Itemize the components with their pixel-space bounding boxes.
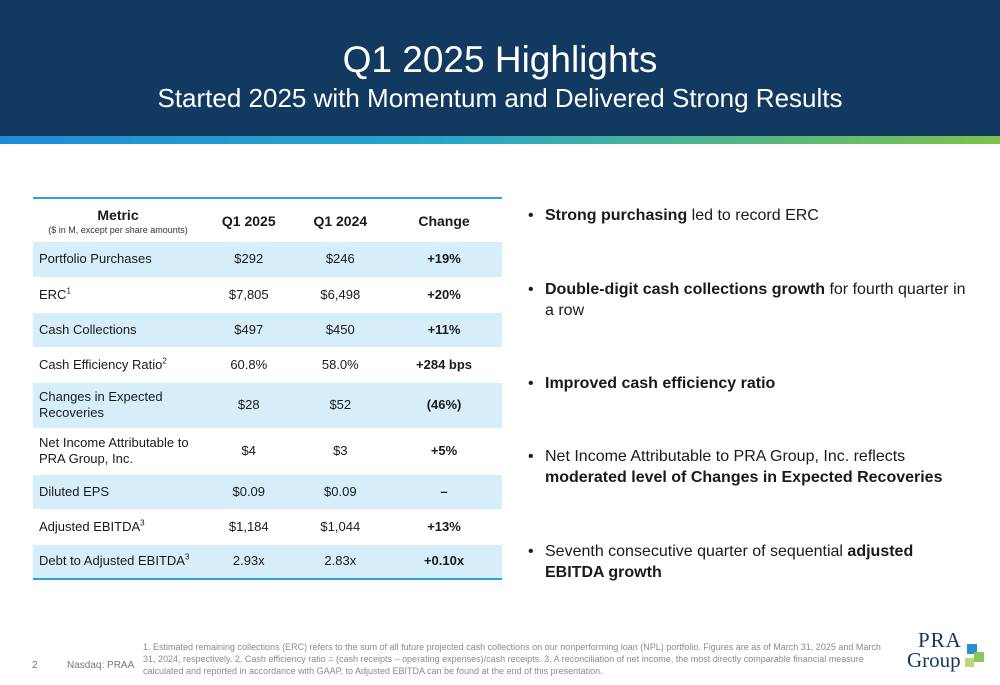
row-q1-2025: $28 [203, 382, 295, 429]
row-q1-2025: 60.8% [203, 347, 295, 383]
table-row: Cash Collections $497 $450 +11% [33, 312, 502, 348]
highlights-table: Metric ($ in M, except per share amounts… [33, 197, 502, 580]
bullet-bold: Improved cash efficiency ratio [545, 375, 776, 392]
bullet-text: led to record ERC [687, 207, 819, 224]
bullet-item: • Strong purchasing led to record ERC [528, 205, 973, 226]
table-row: Changes in Expected Recoveries $28 $52 (… [33, 382, 502, 429]
table-row: Portfolio Purchases $292 $246 +19% [33, 242, 502, 278]
row-metric: Changes in Expected Recoveries [33, 382, 203, 429]
logo-square-icon [974, 652, 984, 662]
row-change: +20% [386, 277, 502, 313]
nasdaq-ticker: Nasdaq: PRAA [67, 660, 135, 671]
row-q1-2024: $0.09 [294, 474, 387, 510]
metric-label: Adjusted EBITDA [39, 518, 141, 534]
row-change: +5% [386, 428, 502, 475]
bullet-item: • Double-digit cash collections growth f… [528, 279, 973, 321]
row-change: (46%) [386, 382, 502, 429]
table-row: Cash Efficiency Ratio2 60.8% 58.0% +284 … [33, 347, 502, 383]
row-q1-2024: $246 [294, 242, 387, 278]
row-metric: Cash Collections [33, 312, 203, 348]
footnote-marker: 3 [140, 518, 145, 528]
metric-label: Changes in Expected Recoveries [39, 389, 163, 420]
table-row: Debt to Adjusted EBITDA3 2.93x 2.83x +0.… [33, 544, 502, 580]
row-q1-2024: $450 [294, 312, 387, 348]
row-metric: Diluted EPS [33, 474, 203, 510]
metric-label: ERC [39, 286, 67, 302]
logo-text-group: Group [907, 648, 961, 672]
row-q1-2025: $4 [203, 428, 295, 475]
header-metric: Metric ($ in M, except per share amounts… [33, 197, 203, 242]
logo-square-icon [965, 658, 974, 667]
row-q1-2024: $52 [294, 382, 387, 429]
footnote-marker: 3 [184, 552, 190, 562]
row-change: +11% [386, 312, 502, 348]
metric-label: Portfolio Purchases [39, 251, 152, 267]
metric-label: Cash Collections [39, 321, 137, 337]
header-change: Change [386, 197, 502, 242]
row-q1-2025: $292 [203, 242, 295, 278]
footnote-text: 1. Estimated remaining collections (ERC)… [143, 642, 881, 676]
footnote-marker: 1 [66, 286, 71, 296]
bullet-dot-icon: • [528, 448, 534, 465]
bullet-bold: adjusted EBITDA growth [545, 543, 914, 581]
row-metric: ERC1 [33, 277, 203, 313]
row-change: +13% [386, 509, 502, 545]
metric-label: Cash Efficiency Ratio [39, 356, 163, 372]
row-q1-2024: 58.0% [294, 347, 387, 383]
row-q1-2025: 2.93x [203, 544, 295, 580]
table-row: ERC1 $7,805 $6,498 +20% [33, 277, 502, 313]
bullet-dot-icon: • [528, 375, 534, 392]
row-q1-2025: $497 [203, 312, 295, 348]
table-header-row: Metric ($ in M, except per share amounts… [33, 197, 502, 242]
row-metric: Cash Efficiency Ratio2 [33, 347, 203, 383]
row-metric: Portfolio Purchases [33, 242, 203, 278]
pra-group-logo: PRA Group [904, 628, 988, 674]
row-metric: Debt to Adjusted EBITDA3 [33, 544, 203, 580]
row-q1-2025: $1,184 [203, 509, 295, 545]
page-number: 2 [32, 660, 38, 671]
footnote-marker: 2 [162, 356, 167, 366]
table-row: Adjusted EBITDA3 $1,184 $1,044 +13% [33, 509, 502, 545]
table-row: Net Income Attributable to PRA Group, In… [33, 428, 502, 475]
row-metric: Net Income Attributable to PRA Group, In… [33, 428, 203, 475]
row-q1-2025: $7,805 [203, 277, 295, 313]
bullet-item: • Seventh consecutive quarter of sequent… [528, 541, 973, 583]
bullet-text: Net Income Attributable to PRA Group, In… [545, 448, 906, 465]
bullet-dot-icon: • [528, 281, 534, 298]
metric-label: Net Income Attributable to PRA Group, In… [39, 435, 189, 466]
row-q1-2024: $1,044 [294, 509, 387, 545]
bullet-dot-icon: • [528, 543, 534, 560]
accent-gradient-bar [0, 136, 1000, 144]
row-q1-2024: $6,498 [294, 277, 387, 313]
row-q1-2024: $3 [294, 428, 387, 475]
logo-text-pra: PRA [918, 628, 962, 652]
header-metric-subtitle: ($ in M, except per share amounts) [48, 224, 188, 235]
bullet-item: • Net Income Attributable to PRA Group, … [528, 446, 973, 488]
bullet-text: Seventh consecutive quarter of sequentia… [545, 543, 848, 560]
metric-label: Debt to Adjusted EBITDA [39, 553, 185, 569]
header-q1-2024: Q1 2024 [294, 197, 387, 242]
bullet-item: • Improved cash efficiency ratio [528, 373, 973, 394]
row-change: +0.10x [386, 544, 502, 580]
table-row: Diluted EPS $0.09 $0.09 – [33, 474, 502, 510]
bullet-bold: moderated level of Changes in Expected R… [545, 469, 943, 486]
slide-title: Q1 2025 Highlights [342, 39, 658, 80]
row-q1-2025: $0.09 [203, 474, 295, 510]
row-change: – [386, 474, 502, 510]
row-change: +19% [386, 242, 502, 278]
row-change: +284 bps [386, 347, 502, 383]
logo-square-icon [967, 644, 977, 654]
bullet-dot-icon: • [528, 207, 534, 224]
bullet-bold: Strong purchasing [545, 207, 688, 224]
header-metric-label: Metric [97, 206, 139, 223]
row-q1-2024: 2.83x [294, 544, 387, 580]
bullet-bold: Double-digit cash collections growth [545, 281, 826, 298]
slide-subtitle: Started 2025 with Momentum and Delivered… [157, 83, 843, 113]
slide-header: Q1 2025 Highlights Started 2025 with Mom… [0, 0, 1000, 136]
bullet-text: for fourth quarter in a row [545, 281, 966, 319]
metric-label: Diluted EPS [39, 483, 110, 499]
header-q1-2025: Q1 2025 [203, 197, 295, 242]
row-metric: Adjusted EBITDA3 [33, 509, 203, 545]
